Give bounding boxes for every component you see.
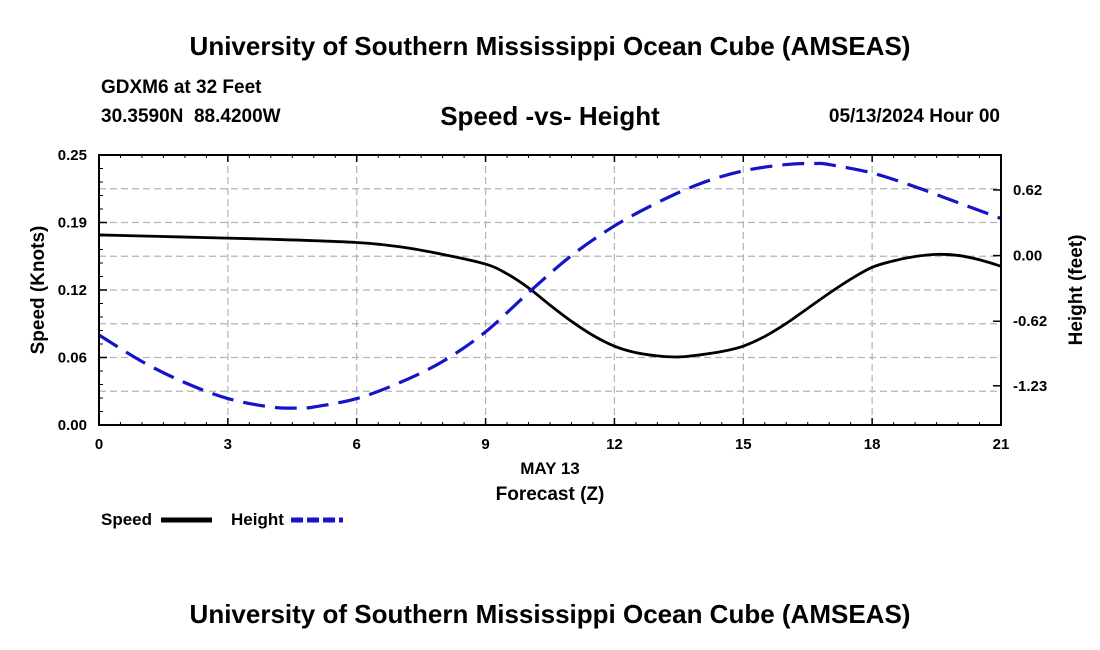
station-label: GDXM6 at 32 Feet (101, 77, 262, 98)
station-coordinates: 30.3590N 88.4200W (101, 106, 281, 127)
y-left-tick-label: 0.25 (58, 147, 87, 164)
y-left-tick-label: 0.19 (58, 215, 87, 232)
axis-labels: 0 3 6 9 12 15 18 21 0.00 0.06 0.12 0.19 0.25 -1.23 -0.… (58, 147, 1047, 453)
series-speed-line (98, 233, 1002, 359)
legend-height-label: Height (231, 510, 284, 529)
x-tick-label: 15 (735, 436, 752, 453)
legend: Speed Height (101, 510, 343, 529)
x-tick-label: 21 (993, 436, 1010, 453)
y-right-tick-label: 0.00 (1013, 248, 1042, 265)
series-height-line (98, 161, 1002, 410)
y-left-tick-label: 0.12 (58, 282, 87, 299)
y-right-tick-label: -0.62 (1013, 313, 1047, 330)
series-lines (98, 161, 1002, 410)
x-tick-label: 3 (224, 436, 232, 453)
grid-lines (99, 155, 1001, 425)
legend-speed-label: Speed (101, 510, 152, 529)
x-tick-label: 12 (606, 436, 623, 453)
y-left-tick-label: 0.00 (58, 417, 87, 434)
y-right-tick-label: 0.62 (1013, 182, 1042, 199)
x-axis-date-label: MAY 13 (520, 459, 580, 478)
x-tick-label: 0 (95, 436, 103, 453)
forecast-date: 05/13/2024 Hour 00 (828, 106, 1000, 127)
chart-title: Speed -vs- Height (440, 101, 660, 131)
main-title: University of Southern Mississippi Ocean… (189, 31, 911, 61)
x-tick-label: 9 (481, 436, 489, 453)
footer-title: University of Southern Mississippi Ocean… (189, 599, 911, 629)
x-tick-label: 18 (864, 436, 881, 453)
y-axis-left-title: Speed (Knots) (28, 226, 49, 355)
axis-ticks (98, 154, 1002, 426)
y-right-tick-label: -1.23 (1013, 378, 1047, 395)
x-tick-label: 6 (353, 436, 361, 453)
y-axis-right-title: Height (feet) (1066, 235, 1087, 346)
y-left-tick-label: 0.06 (58, 350, 87, 367)
x-axis-title: Forecast (Z) (496, 484, 605, 505)
